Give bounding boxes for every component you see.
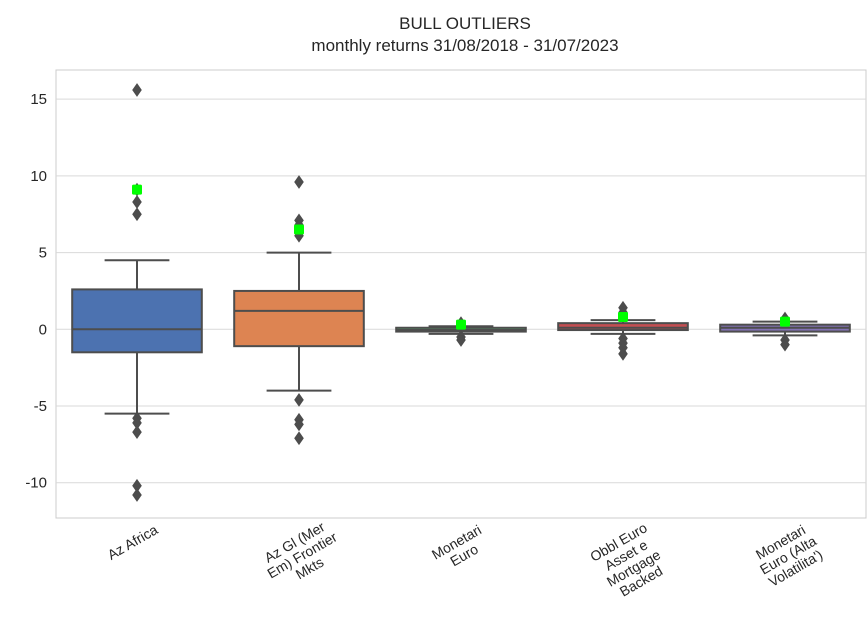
- outlier-point: [294, 431, 304, 446]
- box: [557, 322, 689, 332]
- outlier-point: [618, 346, 628, 361]
- box: [233, 289, 365, 348]
- highlight-marker: [132, 184, 142, 195]
- outlier-point: [132, 425, 142, 439]
- outlier-point: [294, 417, 304, 432]
- highlight-marker: [456, 319, 466, 330]
- y-tick-label: -5: [34, 398, 47, 415]
- outlier-point: [132, 207, 142, 222]
- highlight-marker: [618, 312, 628, 323]
- outlier-point: [294, 175, 304, 189]
- x-tick-label-line: Az Africa: [105, 521, 161, 563]
- x-tick-label: Az Africa: [105, 521, 161, 563]
- box: [71, 288, 203, 354]
- outlier-point: [456, 333, 466, 347]
- highlight-marker: [780, 316, 790, 327]
- x-tick-label: MonetariEuro (AltaVolatilita'): [750, 519, 827, 590]
- chart-subtitle: monthly returns 31/08/2018 - 31/07/2023: [311, 36, 618, 55]
- y-tick-label: 10: [30, 168, 47, 185]
- chart-title: BULL OUTLIERS: [399, 14, 531, 33]
- x-tick-label: MonetariEuro: [429, 522, 492, 576]
- y-tick-label: -10: [25, 475, 47, 492]
- x-tick-label: Obbl EuroAsset eMortgageBacked: [587, 519, 672, 603]
- outlier-point: [294, 392, 304, 407]
- outlier-point: [780, 337, 790, 352]
- y-tick-label: 0: [39, 321, 47, 338]
- x-tick-label: Az Gl (MerEm) FrontierMkts: [257, 516, 348, 595]
- plot-area: -10 -5 0 5 10 15 Az Africa Az Gl (MerEm) Fronti…: [25, 69, 867, 603]
- highlight-marker: [294, 224, 304, 235]
- y-tick-label: 15: [30, 91, 47, 108]
- y-tick-label: 5: [39, 245, 47, 262]
- outlier-point: [132, 83, 142, 97]
- outlier-point: [132, 488, 142, 502]
